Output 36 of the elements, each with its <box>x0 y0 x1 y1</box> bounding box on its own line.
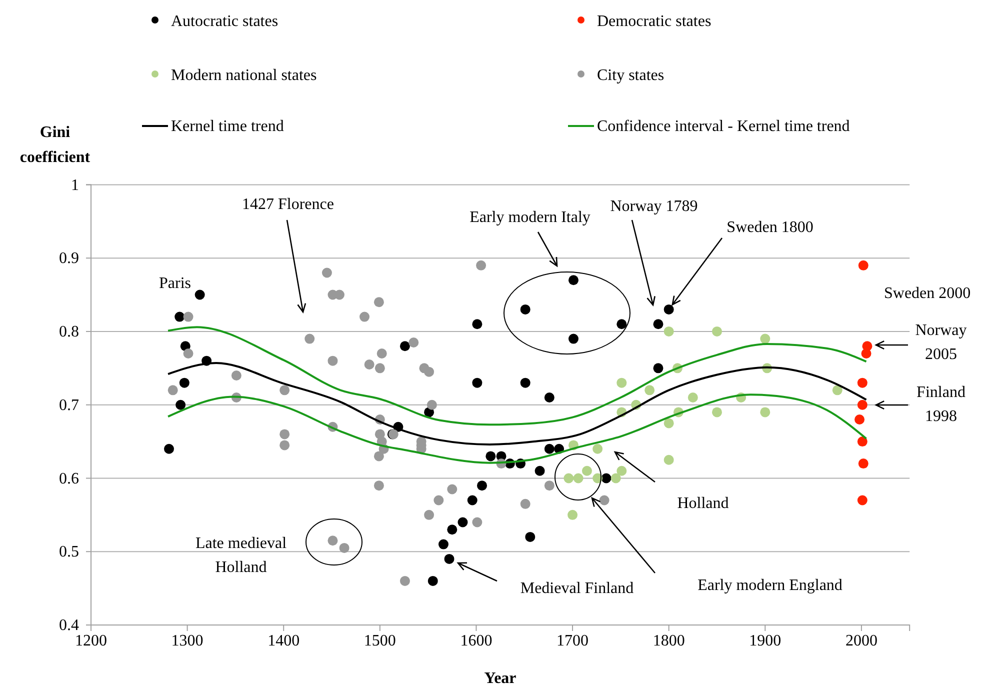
x-axis-title: Year <box>484 670 516 687</box>
x-tick-label: 2000 <box>845 632 878 650</box>
text: Norway 2005 <box>915 322 967 363</box>
y-tick-label: 0.4 <box>59 617 79 634</box>
annotation: Early modern England <box>698 577 842 594</box>
x-tick-label: 1700 <box>556 632 589 650</box>
annotation: Norway 1789 <box>610 198 698 215</box>
y-tick-label: 0.7 <box>59 396 79 414</box>
y-tick-label: 0.8 <box>59 324 79 341</box>
text: Finland 1998 <box>916 384 966 425</box>
legend-label: City states <box>597 67 664 84</box>
legend-label: Democratic states <box>597 13 712 30</box>
x-tick-label: 1500 <box>364 632 396 650</box>
legend-label: Autocratic states <box>171 13 278 30</box>
x-tick-label: 1900 <box>749 632 782 650</box>
annotation: Medieval Finland <box>520 580 634 597</box>
annotation: Sweden 2000 <box>884 285 971 302</box>
annotation: Early modern Italy <box>470 209 590 226</box>
x-tick-label: 1400 <box>268 632 300 650</box>
legend-label: Kernel time trend <box>171 118 284 135</box>
y-tick-label: 1 <box>71 176 79 194</box>
x-tick-label: 1800 <box>652 632 685 650</box>
y-tick-label: 0.9 <box>59 250 79 268</box>
annotation: Sweden 1800 <box>726 219 814 236</box>
x-tick-label: 1600 <box>460 632 492 650</box>
y-axis-title: Gini coefficient <box>20 124 91 166</box>
x-tick-label: 1200 <box>75 632 107 650</box>
y-tick-label: 0.5 <box>59 544 79 561</box>
annotation: 1427 Florence <box>242 196 334 213</box>
y-tick-label: 0.6 <box>59 470 79 488</box>
annotation: Late medieval Holland <box>195 535 288 576</box>
annotation: Paris <box>159 275 191 292</box>
legend-label: Confidence interval - Kernel time trend <box>597 118 850 135</box>
legend-label: Modern national states <box>171 67 317 84</box>
x-tick-label: 1300 <box>171 632 204 650</box>
annotation: Holland <box>677 495 729 512</box>
